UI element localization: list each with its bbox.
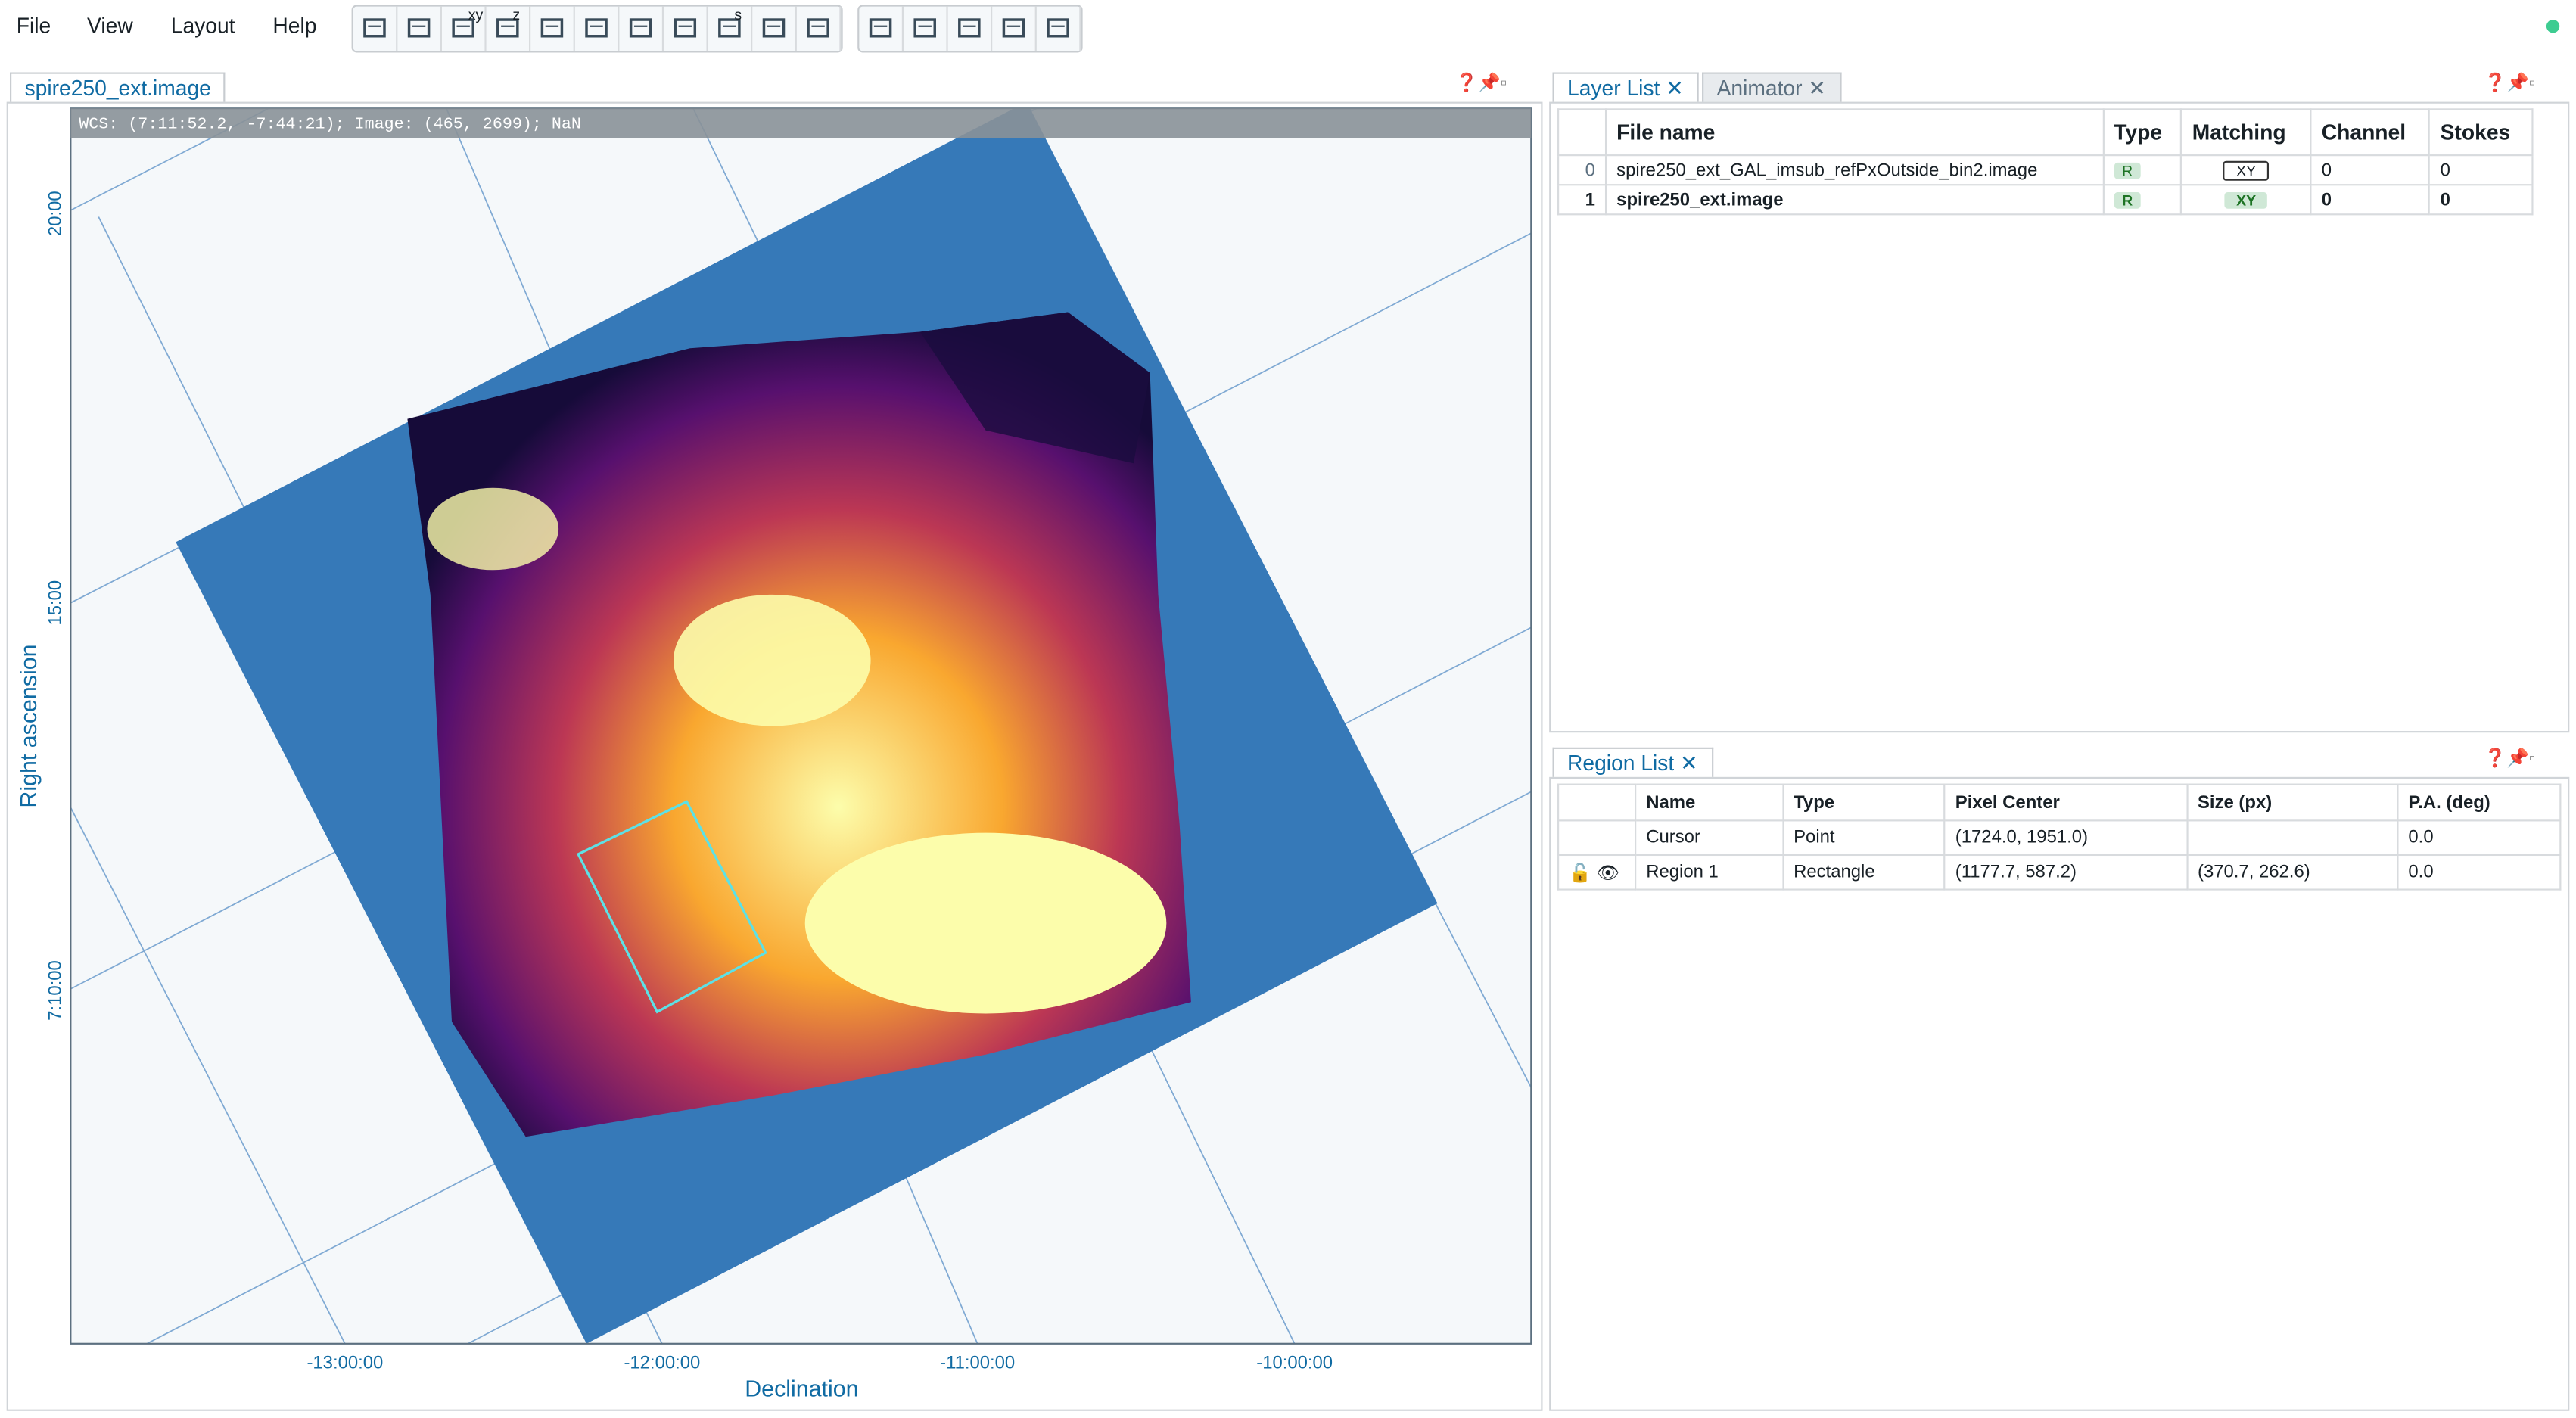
toolbar: xy z s — [351, 5, 843, 53]
column-header[interactable]: P.A. (deg) — [2397, 783, 2562, 822]
panel-controls[interactable]: ❓📌▫ — [2484, 73, 2536, 94]
toolbar-button[interactable]: xy — [442, 6, 487, 51]
status-dot — [2546, 20, 2560, 33]
matching-badge[interactable]: XY — [2223, 160, 2270, 180]
icon-label: z — [512, 6, 521, 23]
type-badge: R — [2114, 191, 2142, 208]
column-header[interactable]: Type — [2102, 108, 2182, 157]
column-header[interactable]: Size (px) — [2186, 783, 2399, 822]
layer-row[interactable]: 0 spire250_ext_GAL_imsub_refPxOutside_bin… — [1557, 154, 2534, 186]
wcs-bar — [70, 108, 1532, 138]
tab-label: Animator — [1716, 75, 1803, 101]
tab[interactable]: Layer List ✕ — [1552, 72, 1699, 104]
toolbar-button[interactable] — [575, 6, 620, 51]
y-tick-label: 15:00 — [45, 580, 65, 626]
wcs-info: WCS: (7:11:52.2, -7:44:21); Image: (465,… — [79, 114, 581, 133]
cell: Point — [1781, 819, 1946, 857]
cell: spire250_ext.image — [1604, 184, 2105, 216]
cell: 0 — [2428, 154, 2534, 186]
x-axis-label: Declination — [745, 1376, 858, 1401]
cell: Cursor — [1635, 819, 1784, 857]
icon-label: s — [734, 6, 742, 23]
toolbar-button[interactable] — [904, 6, 948, 51]
column-header[interactable]: Name — [1635, 783, 1784, 822]
toolbar-button[interactable] — [752, 6, 797, 51]
cell: spire250_ext_GAL_imsub_refPxOutside_bin2… — [1604, 154, 2105, 186]
x-tick-label: -10:00:00 — [1256, 1352, 1333, 1373]
matching-badge[interactable]: XY — [2224, 191, 2268, 208]
toolbar-button[interactable]: s — [708, 6, 753, 51]
cell: (1177.7, 587.2) — [1943, 854, 2188, 891]
panel-controls[interactable]: ❓📌▫ — [2484, 748, 2536, 769]
toolbar-button[interactable] — [397, 6, 442, 51]
cell: Rectangle — [1781, 854, 1946, 891]
menu-item[interactable]: Help — [272, 13, 317, 38]
toolbar-button[interactable] — [664, 6, 708, 51]
menu-item[interactable]: Layout — [170, 13, 235, 38]
type-badge: R — [2114, 161, 2142, 179]
cell: 0.0 — [2397, 819, 2562, 857]
column-header[interactable]: Stokes — [2428, 108, 2534, 157]
region-row[interactable]: Cursor Point (1724.0, 1951.0) 0.0 — [1557, 819, 2562, 857]
region-controls[interactable]: 🔓 👁 — [1557, 854, 1637, 891]
menu-item[interactable]: File — [16, 13, 51, 38]
cell: 0.0 — [2397, 854, 2562, 891]
tab-label: Region List — [1567, 751, 1675, 776]
toolbar-button[interactable] — [797, 6, 842, 51]
tab[interactable]: Animator ✕ — [1702, 72, 1841, 104]
cell: 1 — [1557, 184, 1607, 216]
toolbar-button[interactable]: z — [487, 6, 531, 51]
y-tick-label: 20:00 — [45, 191, 65, 236]
cell: 0 — [2428, 184, 2534, 216]
tab-label: Layer List — [1567, 75, 1660, 101]
tab[interactable]: Region List ✕ — [1552, 747, 1713, 779]
cell: Region 1 — [1635, 854, 1784, 891]
toolbar-button[interactable] — [353, 6, 398, 51]
x-tick-label: -13:00:00 — [306, 1352, 383, 1373]
cell: 0 — [2310, 184, 2431, 216]
y-axis-label: Right ascension — [16, 644, 42, 807]
column-header[interactable]: Matching — [2180, 108, 2312, 157]
cell: 0 — [1557, 154, 1607, 186]
column-header[interactable]: Channel — [2310, 108, 2431, 157]
y-tick-label: 7:10:00 — [45, 960, 65, 1021]
toolbar-button[interactable] — [992, 6, 1037, 51]
toolbar-button[interactable] — [859, 6, 904, 51]
x-tick-label: -11:00:00 — [940, 1352, 1015, 1373]
toolbar — [857, 5, 1083, 53]
cell — [2186, 819, 2399, 857]
toolbar-button[interactable] — [948, 6, 993, 51]
toolbar-button[interactable] — [530, 6, 575, 51]
layer-table: File name Type Matching Channel Stokes 0 spir… — [1557, 108, 2534, 216]
panel-controls[interactable]: ❓📌▫ — [1455, 73, 1507, 94]
tab[interactable]: spire250_ext.image — [10, 72, 226, 104]
cell: 0 — [2310, 154, 2431, 186]
column-header[interactable]: File name — [1604, 108, 2105, 157]
x-tick-label: -12:00:00 — [624, 1352, 700, 1373]
cell: (370.7, 262.6) — [2186, 854, 2399, 891]
cell: (1724.0, 1951.0) — [1943, 819, 2188, 857]
region-table: Name Type Pixel Center Size (px) P.A. (deg) … — [1557, 783, 2562, 891]
region-row[interactable]: 🔓 👁 Region 1 Rectangle (1177.7, 587.2) (370… — [1557, 854, 2562, 891]
column-header[interactable]: Pixel Center — [1943, 783, 2188, 822]
toolbar-button[interactable] — [1037, 6, 1081, 51]
toolbar-button[interactable] — [619, 6, 664, 51]
image-canvas: WCS: (7:11:52.2, -7:44:21); Image: (465,… — [16, 107, 1532, 1401]
icon-label: xy — [468, 6, 484, 23]
column-header[interactable]: Type — [1781, 783, 1946, 822]
menu-item[interactable]: View — [87, 13, 133, 38]
region-rectangle[interactable] — [576, 800, 767, 1014]
